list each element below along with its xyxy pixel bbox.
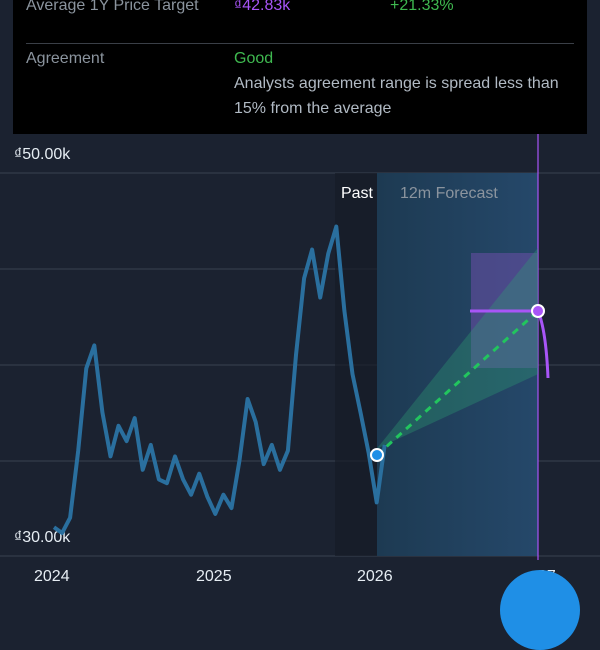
past-region xyxy=(335,173,377,556)
target-change: +21.33% xyxy=(390,0,454,14)
price-target-card: Average 1Y Price Target ₫42.83k +21.33% … xyxy=(13,0,587,134)
forecast-label: 12m Forecast xyxy=(400,185,498,202)
agreement-description: Analysts agreement range is spread less … xyxy=(234,75,559,117)
target-value: ₫42.83k xyxy=(234,0,291,14)
price-chart[interactable]: Past 12m Forecast xyxy=(0,0,600,600)
current-price-dot[interactable] xyxy=(370,448,384,462)
price-line xyxy=(52,224,387,535)
forecast-cone xyxy=(376,247,538,449)
target-price-dot[interactable] xyxy=(531,304,545,318)
agreement-value: Good xyxy=(234,50,274,67)
target-label: Average 1Y Price Target xyxy=(26,0,199,14)
past-label: Past xyxy=(341,185,374,202)
y-axis-top-label: ₫50.00k xyxy=(14,146,71,163)
forecast-dash-line xyxy=(376,309,539,457)
floating-action-button[interactable] xyxy=(500,570,580,650)
target-tail xyxy=(536,310,550,379)
x-label-2025: 2025 xyxy=(196,568,232,585)
divider xyxy=(26,43,574,44)
x-label-2024: 2024 xyxy=(34,568,70,585)
x-label-2026: 2026 xyxy=(357,568,393,585)
agreement-label: Agreement xyxy=(26,50,105,67)
y-axis-bottom-label: ₫30.00k xyxy=(14,529,71,546)
